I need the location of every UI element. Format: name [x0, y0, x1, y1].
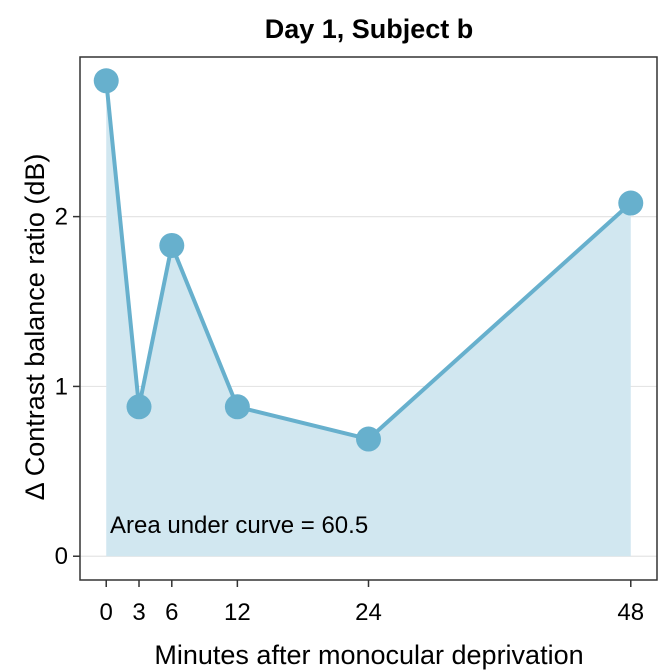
x-tick-label: 0 [100, 599, 113, 626]
y-tick-label: 0 [55, 543, 68, 570]
x-tick-label: 12 [224, 599, 251, 626]
data-point [159, 232, 185, 258]
data-point [93, 68, 119, 94]
x-tick-label: 3 [132, 599, 145, 626]
x-tick-label: 24 [355, 599, 382, 626]
y-axis-ticks: 0 1 2 [55, 204, 80, 570]
area-under-curve [106, 80, 631, 557]
x-axis-ticks: 0 3 6 12 24 48 [100, 580, 644, 626]
data-point [618, 190, 644, 216]
x-axis-label: Minutes after monocular deprivation [154, 640, 583, 670]
auc-annotation: Area under curve = 60.5 [110, 512, 368, 539]
data-point [126, 394, 152, 420]
data-point [224, 394, 250, 420]
chart-title: Day 1, Subject b [265, 14, 474, 44]
y-tick-label: 2 [55, 204, 68, 231]
data-point [356, 426, 381, 452]
y-tick-label: 1 [55, 373, 68, 400]
y-axis-label: Δ Contrast balance ratio (dB) [20, 154, 50, 501]
series-line [104, 80, 633, 442]
x-tick-label: 6 [165, 599, 178, 626]
data-points [93, 68, 644, 452]
x-tick-label: 48 [617, 599, 644, 626]
